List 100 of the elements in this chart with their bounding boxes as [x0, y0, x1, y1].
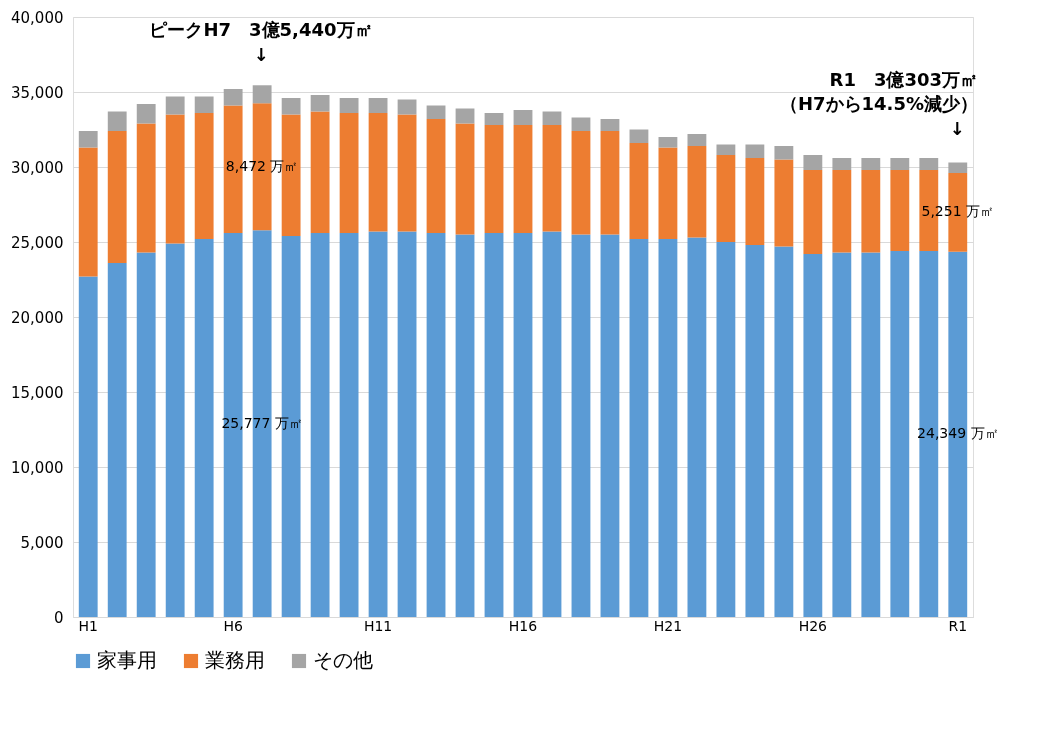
annotation: ↓: [949, 118, 965, 139]
bar: [455, 108, 475, 124]
y-tick-label: 15,000: [11, 383, 64, 402]
x-tick-label: H6: [223, 617, 243, 634]
bar: [948, 162, 968, 173]
x-tick-label: R1: [948, 617, 968, 634]
y-tick-label: 5,000: [20, 533, 64, 552]
bar: [78, 147, 98, 277]
bar: [861, 170, 881, 253]
bar: [774, 146, 794, 160]
bar: [890, 251, 910, 617]
bar: [687, 237, 707, 617]
bar: [281, 98, 301, 115]
bar: [194, 96, 214, 113]
bar: [687, 134, 707, 146]
bar: [513, 233, 533, 617]
y-tick-label: 40,000: [11, 8, 64, 27]
bar: [78, 276, 98, 617]
bar: [513, 125, 533, 233]
bar: [513, 110, 533, 125]
y-tick-label: 30,000: [11, 158, 64, 177]
bar: [542, 111, 562, 125]
x-tick-label: H16: [508, 617, 538, 634]
bar: [165, 114, 185, 244]
bar: [339, 113, 359, 233]
bar: [571, 131, 591, 235]
bar: [136, 123, 156, 253]
bar: [571, 234, 591, 617]
bar: [716, 242, 736, 617]
bar: [716, 144, 736, 155]
bar: [861, 252, 881, 617]
bar: [397, 114, 417, 232]
annotation: ↓: [253, 44, 269, 65]
y-tick-label: 10,000: [11, 458, 64, 477]
bar: [658, 147, 678, 239]
bar: [194, 113, 214, 239]
bar: [600, 234, 620, 617]
bar: [107, 131, 127, 263]
bar: [629, 129, 649, 143]
bar: [600, 119, 620, 131]
bar: [803, 254, 823, 617]
bar: [658, 239, 678, 617]
bar: [629, 143, 649, 239]
legend-label: 家事用: [97, 648, 157, 672]
bar: [861, 158, 881, 170]
bar: [716, 155, 736, 242]
bar: [252, 85, 272, 104]
bar: [832, 158, 852, 170]
x-tick-label: H21: [653, 617, 683, 634]
bar: [803, 170, 823, 254]
bar: [658, 137, 678, 148]
bar: [687, 146, 707, 238]
bar: [310, 95, 330, 112]
x-tick-label: H11: [363, 617, 393, 634]
bar: [542, 125, 562, 232]
bar: [919, 158, 939, 170]
bar: [78, 131, 98, 148]
x-tick-label: H1: [78, 617, 98, 634]
bar: [832, 252, 852, 617]
bar: [310, 233, 330, 617]
annotation: （H7から14.5%減少）: [779, 93, 978, 114]
bar: [107, 111, 127, 131]
bar: [310, 111, 330, 233]
bar: [484, 113, 504, 125]
bar: [339, 233, 359, 617]
bar: [571, 117, 591, 131]
bar: [832, 170, 852, 253]
bar: [368, 98, 388, 113]
bar: [339, 98, 359, 113]
bar: [426, 119, 446, 233]
bar: [890, 170, 910, 251]
bar: [455, 234, 475, 617]
bar: [107, 263, 127, 617]
bar: [484, 233, 504, 617]
bar: [600, 131, 620, 235]
bar: [803, 155, 823, 170]
bar: [397, 231, 417, 617]
bar: [542, 231, 562, 617]
bar: [165, 243, 185, 617]
annotation: ピークH7 3億5,440万㎡: [149, 19, 373, 40]
bar: [774, 159, 794, 247]
y-tick-label: 20,000: [11, 308, 64, 327]
bar: [455, 123, 475, 235]
bar: [397, 99, 417, 115]
bar: [745, 245, 765, 617]
y-tick-label: 0: [53, 608, 64, 627]
bar: [223, 89, 243, 106]
bar: [426, 233, 446, 617]
y-tick-label: 35,000: [11, 83, 64, 102]
bar: [136, 104, 156, 124]
bar: [890, 158, 910, 170]
bar: [745, 144, 765, 158]
bar: [745, 158, 765, 245]
bar: [165, 96, 185, 115]
annotation: R1 3億303万㎡: [829, 69, 978, 90]
bar: [629, 239, 649, 617]
bar: [136, 252, 156, 617]
legend-label: その他: [313, 648, 373, 672]
x-tick-label: H26: [798, 617, 828, 634]
y-tick-label: 25,000: [11, 233, 64, 252]
